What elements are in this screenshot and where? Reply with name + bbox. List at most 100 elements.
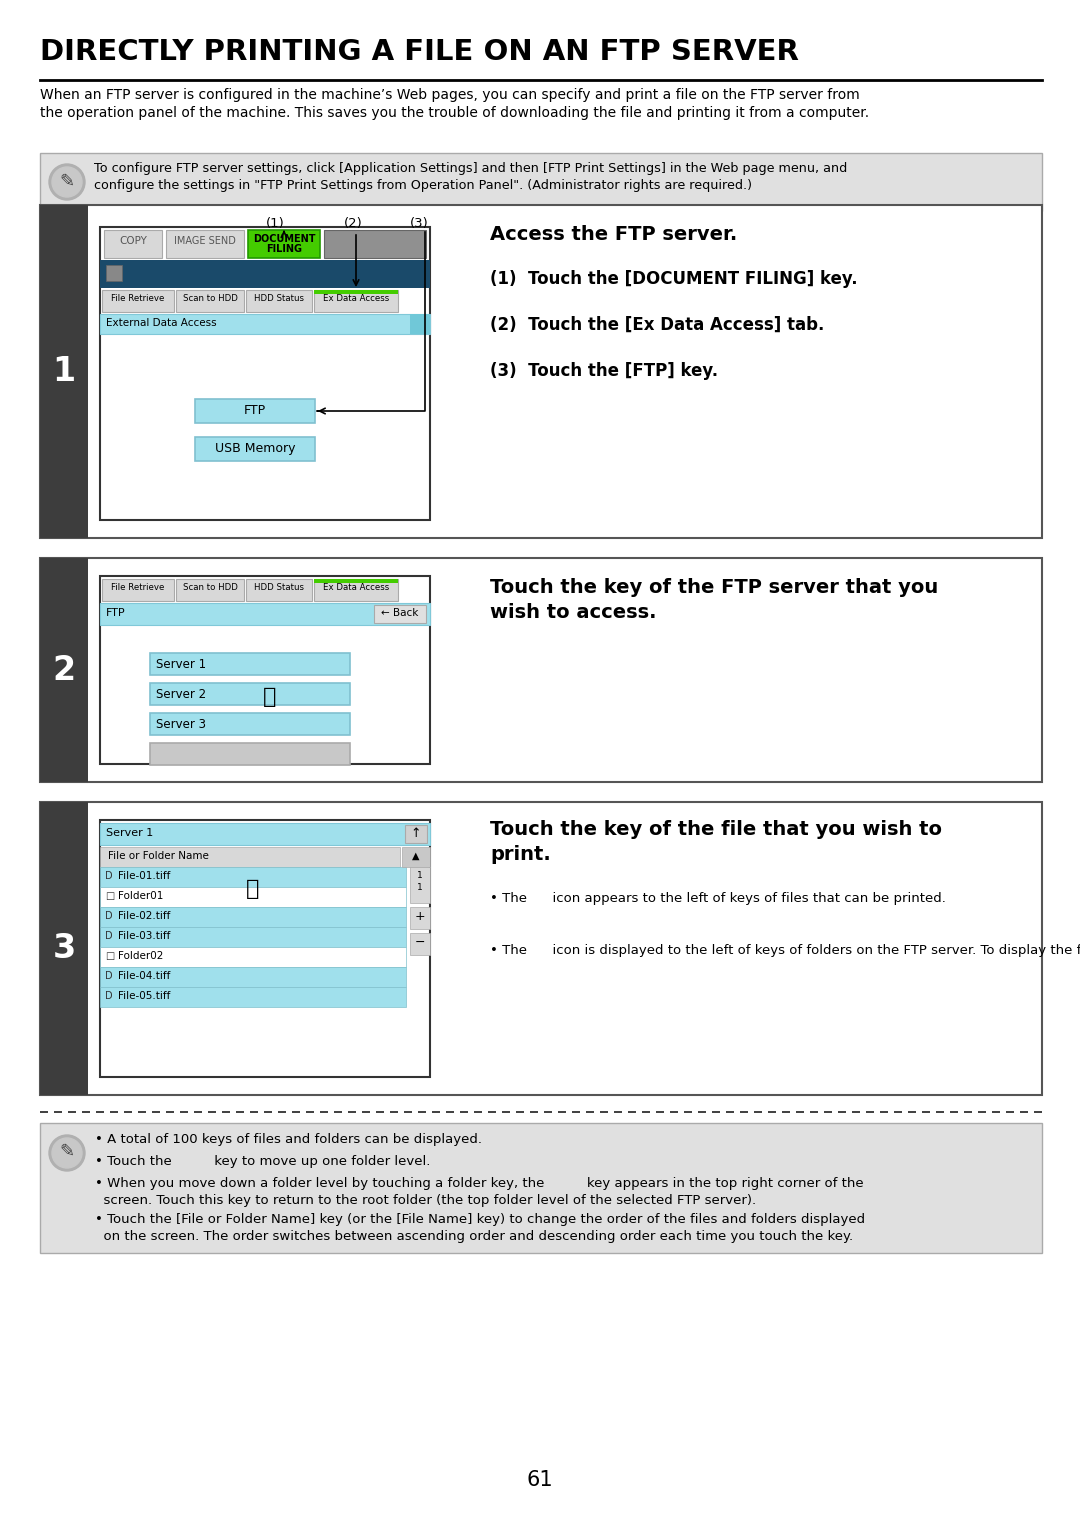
Text: FTP: FTP — [244, 403, 266, 417]
Text: □: □ — [105, 950, 114, 961]
Bar — [40, 802, 87, 1096]
Text: (2)  Touch the [Ex Data Access] tab.: (2) Touch the [Ex Data Access] tab. — [490, 316, 824, 335]
Bar — [152, 1111, 160, 1112]
Circle shape — [52, 1138, 82, 1167]
Bar — [110, 1111, 118, 1112]
Bar — [195, 437, 315, 461]
Bar — [838, 1111, 846, 1112]
Text: File or Folder Name: File or Folder Name — [108, 851, 208, 860]
Bar — [950, 1111, 958, 1112]
Bar — [348, 1111, 356, 1112]
Bar — [100, 908, 406, 927]
Text: FILING: FILING — [266, 244, 302, 254]
Bar — [410, 934, 430, 955]
Bar — [96, 1111, 104, 1112]
Bar — [410, 866, 430, 903]
Text: Server 1: Server 1 — [156, 659, 206, 671]
Text: File-04.tiff: File-04.tiff — [118, 970, 171, 981]
Text: • When you move down a folder level by touching a folder key, the          key a: • When you move down a folder level by t… — [95, 1177, 864, 1207]
Bar — [100, 260, 430, 287]
Bar — [600, 1111, 608, 1112]
Bar — [100, 927, 406, 947]
Bar — [100, 847, 400, 866]
Bar — [166, 1111, 174, 1112]
Text: Scan to HDD: Scan to HDD — [183, 584, 238, 591]
Text: File-03.tiff: File-03.tiff — [118, 931, 171, 941]
Bar — [82, 1111, 90, 1112]
Text: (3)  Touch the [FTP] key.: (3) Touch the [FTP] key. — [490, 362, 718, 380]
Text: File Retrieve: File Retrieve — [111, 293, 164, 303]
Bar — [314, 290, 399, 293]
Bar — [922, 1111, 930, 1112]
Text: ← Back: ← Back — [381, 608, 419, 617]
Bar — [124, 1111, 132, 1112]
Bar — [627, 1111, 636, 1112]
Bar — [866, 1111, 874, 1112]
Bar — [246, 290, 312, 312]
Bar — [264, 1111, 272, 1112]
Bar — [176, 290, 244, 312]
Bar — [40, 153, 1042, 211]
Bar — [405, 825, 427, 843]
Bar — [40, 558, 1042, 782]
Text: COPY: COPY — [119, 235, 147, 246]
Bar — [642, 1111, 650, 1112]
Text: File-01.tiff: File-01.tiff — [118, 871, 171, 882]
Text: When an FTP server is configured in the machine’s Web pages, you can specify and: When an FTP server is configured in the … — [40, 89, 869, 121]
Text: −: − — [415, 937, 426, 949]
Text: Server 1: Server 1 — [106, 828, 153, 837]
Bar — [586, 1111, 594, 1112]
Bar — [852, 1111, 860, 1112]
Text: Access the FTP server.: Access the FTP server. — [490, 225, 738, 244]
Bar — [150, 743, 350, 766]
Bar — [670, 1111, 678, 1112]
Text: • The      icon is displayed to the left of keys of folders on the FTP server. T: • The icon is displayed to the left of k… — [490, 944, 1080, 957]
Text: HDD Status: HDD Status — [254, 293, 303, 303]
Bar — [100, 947, 406, 967]
Bar — [249, 1111, 258, 1112]
Text: • Touch the          key to move up one folder level.: • Touch the key to move up one folder le… — [95, 1155, 430, 1167]
Bar — [936, 1111, 944, 1112]
Bar — [100, 228, 430, 520]
Text: ↑: ↑ — [410, 827, 421, 840]
Bar — [558, 1111, 566, 1112]
Text: External Data Access: External Data Access — [106, 318, 217, 329]
Bar — [100, 821, 430, 1077]
Text: ✎: ✎ — [59, 1143, 75, 1161]
Text: DOCUMENT: DOCUMENT — [253, 234, 315, 244]
Bar — [320, 1111, 328, 1112]
Bar — [1020, 1111, 1028, 1112]
Text: File-02.tiff: File-02.tiff — [118, 911, 171, 921]
Bar — [698, 1111, 706, 1112]
Bar — [894, 1111, 902, 1112]
Text: IMAGE SEND: IMAGE SEND — [174, 235, 235, 246]
Text: (1)  Touch the [DOCUMENT FILING] key.: (1) Touch the [DOCUMENT FILING] key. — [490, 270, 858, 287]
Bar — [176, 579, 244, 601]
Bar — [908, 1111, 916, 1112]
Text: • Touch the [File or Folder Name] key (or the [File Name] key) to change the ord: • Touch the [File or Folder Name] key (o… — [95, 1213, 865, 1242]
Text: 61: 61 — [527, 1470, 553, 1490]
Bar — [306, 1111, 314, 1112]
Text: 2: 2 — [53, 654, 76, 686]
Bar — [376, 1111, 384, 1112]
Text: (3): (3) — [410, 217, 429, 231]
Bar — [106, 264, 122, 281]
Bar — [100, 866, 406, 886]
Bar — [102, 579, 174, 601]
Bar — [68, 1111, 76, 1112]
Bar — [362, 1111, 370, 1112]
Text: □: □ — [105, 891, 114, 902]
Bar — [544, 1111, 552, 1112]
Bar — [292, 1111, 300, 1112]
Bar — [754, 1111, 762, 1112]
Circle shape — [52, 167, 82, 197]
Bar — [684, 1111, 692, 1112]
Bar — [180, 1111, 188, 1112]
Bar — [104, 231, 162, 258]
Bar — [1005, 1111, 1014, 1112]
Circle shape — [49, 163, 85, 200]
Text: +: + — [415, 911, 426, 923]
Bar — [150, 683, 350, 704]
Text: Ex Data Access: Ex Data Access — [323, 293, 389, 303]
Bar — [100, 967, 406, 987]
